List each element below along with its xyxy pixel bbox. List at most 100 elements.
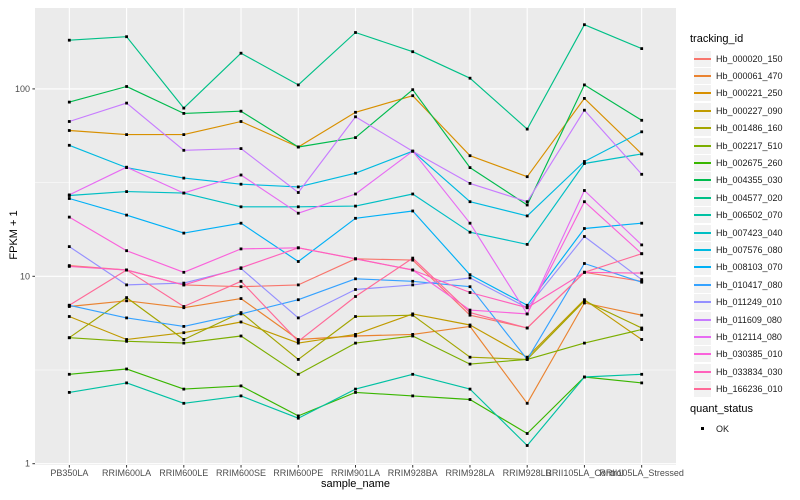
legend-item-Hb_007576_080: Hb_007576_080 <box>694 241 783 258</box>
legend-item-Hb_002217_510: Hb_002217_510 <box>694 137 783 154</box>
legend-key-swatch <box>694 311 711 328</box>
legend-item-Hb_002675_260: Hb_002675_260 <box>694 154 783 172</box>
x-axis-title: sample_name <box>320 478 391 490</box>
x-tick-label: RRII105LA_Stressed <box>599 468 684 478</box>
x-tick-label: RRIM928BA <box>388 468 438 478</box>
legend-label: OK <box>716 423 730 434</box>
legend-item-Hb_166236_010: Hb_166236_010 <box>694 380 783 398</box>
legend-label: Hb_000061_470 <box>716 71 783 82</box>
legend-key-swatch <box>694 207 711 224</box>
legend-key-line <box>694 266 711 269</box>
legend-label: Hb_033834_030 <box>716 366 783 377</box>
legend-key-swatch <box>694 363 711 380</box>
legend-key-swatch <box>694 137 711 154</box>
legend-key-line <box>694 144 711 147</box>
series-points-Hb_004577_020 <box>67 23 644 131</box>
legend-label: Hb_008103_070 <box>716 262 783 273</box>
x-tick-label: RRIM928LA <box>445 468 494 478</box>
legend-key-swatch <box>694 102 711 119</box>
legend-item-Hb_012114_080: Hb_012114_080 <box>694 328 783 345</box>
legend-label: Hb_000221_250 <box>716 88 783 99</box>
x-tick-label: RRII105LA_Control <box>545 468 623 478</box>
legend-title-tracking-id: tracking_id <box>690 33 744 45</box>
legend-item-Hb_001486_160: Hb_001486_160 <box>694 120 783 137</box>
legend-key-line <box>694 370 711 373</box>
legend-key-line <box>694 162 711 165</box>
legend-item-Hb_033834_030: Hb_033834_030 <box>694 363 783 380</box>
legend-key-swatch <box>694 294 711 311</box>
x-tick-label: RRIM600PE <box>273 468 323 478</box>
legend-key-line <box>694 248 711 251</box>
legend-key-swatch <box>694 172 711 189</box>
legend-label: Hb_011249_010 <box>716 297 782 308</box>
y-axis-title: FPKM + 1 <box>8 210 20 260</box>
x-tick-label: RRIM600SE <box>216 468 266 478</box>
legend-key-line <box>694 179 711 182</box>
legend-label: Hb_007423_040 <box>716 227 783 238</box>
y-tick-label: 100 <box>15 84 30 94</box>
legend-key-line <box>694 109 711 112</box>
legend-key-line <box>694 92 711 95</box>
legend-key-swatch <box>694 120 711 137</box>
legend-label: Hb_006502_070 <box>716 210 783 221</box>
legend-key-swatch <box>694 276 711 293</box>
legend-key-swatch <box>694 381 711 398</box>
series-points-Hb_006502_070 <box>67 372 644 447</box>
legend-label: Hb_002217_510 <box>716 140 783 151</box>
legend-key-swatch <box>694 328 711 345</box>
legend-item-Hb_030385_010: Hb_030385_010 <box>694 346 783 363</box>
legend-label: Hb_001486_160 <box>716 123 783 134</box>
legend-key-point <box>700 426 705 431</box>
legend-key-swatch <box>694 189 711 206</box>
x-tick-label: RRIM928LB <box>503 468 552 478</box>
legend-key-swatch <box>694 241 711 258</box>
legend-label: Hb_004577_020 <box>716 192 783 203</box>
legend-item-Hb_011249_010: Hb_011249_010 <box>694 293 783 311</box>
x-tick-label: RRIM600LE <box>159 468 208 478</box>
legend-label: Hb_000020_150 <box>716 53 783 64</box>
y-tick-label: 1 <box>25 459 30 469</box>
legend-key-line <box>694 318 711 321</box>
legend-key-line <box>694 283 711 286</box>
series-points-Hb_004355_030 <box>67 83 644 207</box>
legend-key-swatch <box>694 68 711 85</box>
x-tick-label: RRIM600LA <box>102 468 151 478</box>
legend-item-Hb_006502_070: Hb_006502_070 <box>694 207 783 224</box>
x-tick-label: PB350LA <box>50 468 88 478</box>
series-points-Hb_166236_010 <box>67 252 644 343</box>
legend-item-Hb_007423_040: Hb_007423_040 <box>694 224 783 241</box>
legend-key-swatch <box>694 85 711 102</box>
legend-label: Hb_000227_090 <box>716 105 783 116</box>
legend-label: Hb_007576_080 <box>716 244 783 255</box>
legend-title-quant-status: quant_status <box>690 403 753 415</box>
legend-item-Hb_004577_020: Hb_004577_020 <box>694 189 783 206</box>
legend-key-line <box>694 335 711 338</box>
legend-item-quant-status-OK: OK <box>694 420 729 437</box>
legend-key-line <box>694 75 711 78</box>
legend-label: Hb_030385_010 <box>716 349 783 360</box>
legend-label: Hb_166236_010 <box>716 384 783 395</box>
legend-key-swatch <box>694 420 711 437</box>
series-points-Hb_008103_070 <box>67 197 644 307</box>
legend-label: Hb_012114_080 <box>716 331 782 342</box>
legend-key-line <box>694 231 711 234</box>
x-tick-label: RRIM901LA <box>331 468 380 478</box>
legend-key-line <box>694 57 711 60</box>
legend-tracking-id: Hb_000020_150 Hb_000061_470 Hb_000221_250 H… <box>694 50 783 398</box>
y-tick-label: 10 <box>20 271 30 281</box>
legend-key-swatch <box>694 346 711 363</box>
legend-key-line <box>694 127 711 130</box>
legend-key-line <box>694 301 711 304</box>
legend-item-Hb_010417_080: Hb_010417_080 <box>694 276 783 293</box>
legend-item-Hb_000227_090: Hb_000227_090 <box>694 102 783 119</box>
legend-key-swatch <box>694 155 711 172</box>
legend-key-line <box>694 196 711 199</box>
legend-key-swatch <box>694 50 711 67</box>
legend-key-swatch <box>694 224 711 241</box>
legend-key-line <box>694 388 711 391</box>
legend-item-Hb_000020_150: Hb_000020_150 <box>694 50 783 67</box>
legend-item-Hb_008103_070: Hb_008103_070 <box>694 259 783 276</box>
legend-key-line <box>694 214 711 217</box>
